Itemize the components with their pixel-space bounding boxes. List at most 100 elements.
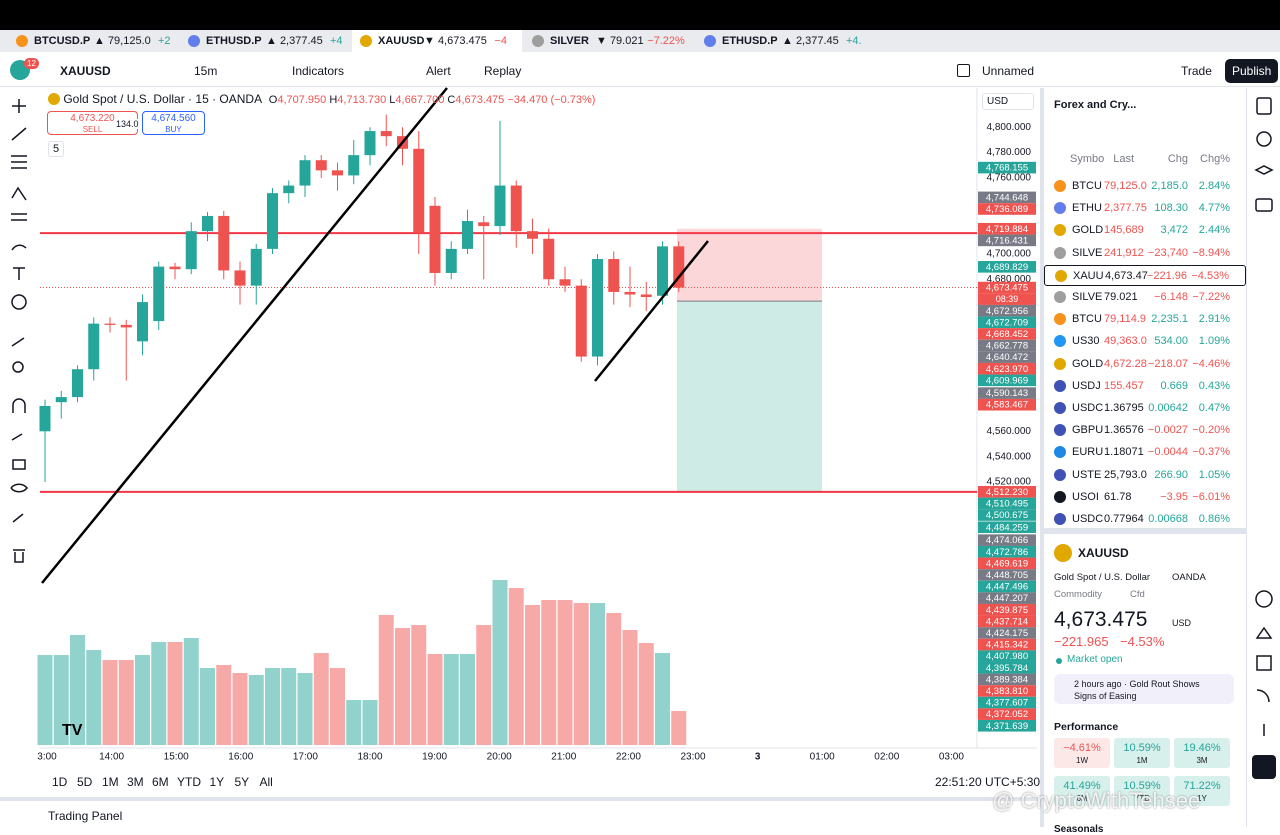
volume-bar	[118, 660, 134, 745]
logo: TV	[62, 722, 83, 739]
range-button[interactable]: 5Y	[234, 775, 250, 789]
volume-bar	[183, 638, 199, 745]
range-button[interactable]: 1D	[52, 775, 68, 789]
watchlist-row[interactable]: GOLD 145,689 3,472 2.44%	[1044, 220, 1246, 241]
layout-name[interactable]: Unnamed	[982, 64, 1035, 78]
detail-currency: USD	[1172, 618, 1192, 628]
candle-body	[218, 215, 230, 271]
price-tag-label: 4,609.969	[986, 375, 1028, 386]
candle-body	[462, 221, 473, 249]
range-button[interactable]: 6M	[152, 775, 169, 789]
tab[interactable]: XAUUSD ▼ 4,673.475 −4	[352, 30, 522, 52]
row-symbol: USDC	[1072, 513, 1104, 525]
row-change-pct: 2.84%	[1198, 180, 1230, 192]
watchlist-row[interactable]: ETHU 2,377.75 108.30 4.77%	[1044, 198, 1246, 219]
indicator-count[interactable]: 5	[48, 141, 65, 157]
volume-bar	[330, 668, 345, 745]
row-change: 0.00642	[1148, 402, 1188, 414]
symbol[interactable]: XAUUSD	[60, 64, 111, 78]
news[interactable]: 2 hours ago · Gold Rout Shows Signs of E…	[1054, 674, 1234, 704]
watchlist-row[interactable]: EURU 1.18071 −0.0044 −0.37%	[1044, 442, 1246, 463]
price-tag-label: 4,510.495	[986, 498, 1028, 509]
detail-change: −221.965	[1054, 634, 1109, 649]
trading-panel[interactable]: Trading Panel	[48, 809, 123, 823]
apps[interactable]	[1252, 755, 1276, 779]
watchlist-row[interactable]: USOI 61.78 −3.95 −6.01%	[1044, 487, 1246, 508]
row-change: −218.07	[1147, 357, 1188, 370]
row-change-pct: 2.91%	[1198, 313, 1230, 326]
performance-value: 10.59%	[1123, 780, 1161, 792]
publish[interactable]: Publish	[1225, 59, 1279, 83]
watchlist-row[interactable]: GBPU 1.36576 −0.0027 −0.20%	[1044, 420, 1246, 441]
watchlist-row[interactable]: BTCU 79,125.0 2,185.0 2.84%	[1044, 176, 1246, 197]
row-change-pct: −4.46%	[1192, 357, 1230, 370]
watchlist-title[interactable]: Forex and Cry...	[1054, 99, 1137, 111]
x-tick-label: 19:00	[422, 752, 447, 763]
performance-value: 71.22%	[1183, 780, 1221, 792]
trend-line[interactable]	[594, 240, 709, 382]
alert[interactable]: Alert	[426, 64, 451, 78]
performance-value: 41.49%	[1063, 780, 1101, 792]
indicators[interactable]: Indicators	[292, 64, 345, 78]
row-symbol: ETHU	[1072, 202, 1102, 215]
row-icon	[1054, 490, 1066, 503]
tab[interactable]: SILVER ▼ 79.021 −7.22%	[524, 30, 694, 52]
price-tag	[978, 696, 1036, 709]
interval[interactable]: 15m	[194, 64, 218, 78]
volume-bar	[70, 635, 85, 745]
x-tick-label: 02:00	[874, 752, 899, 763]
tab[interactable]: ETHUSD.P ▲ 2,377.45 +4	[180, 30, 350, 52]
tab[interactable]: ETHUSD.P ▲ 2,377.45 +4.	[696, 30, 866, 52]
range-button[interactable]: 3M	[127, 775, 144, 789]
tab-change: +4.	[846, 35, 862, 47]
performance-cell: 19.46% 3M	[1174, 738, 1230, 768]
watchlist-row[interactable]: BTCU 79,114.9 2,235.1 2.91%	[1044, 309, 1246, 330]
tool-icons[interactable]	[10, 99, 28, 563]
row-change-pct: −0.37%	[1192, 446, 1230, 459]
price-tag-label: 4,372.052	[986, 709, 1028, 720]
price-tag-label: 4,439.875	[986, 605, 1028, 616]
row-last: 155.457	[1104, 379, 1144, 392]
price-tag	[978, 592, 1036, 604]
currency-select[interactable]: USD	[982, 93, 1034, 110]
checkbox[interactable]	[957, 64, 970, 77]
watchlist-row[interactable]: USTE 25,793.0 266.90 1.05%	[1044, 465, 1246, 486]
watchlist-row[interactable]: GOLD 4,672.28 −218.07 −4.46%	[1044, 354, 1246, 375]
row-change: 3,472	[1160, 224, 1188, 237]
range-button[interactable]: All	[259, 775, 273, 789]
candle-body	[510, 185, 522, 232]
range-button[interactable]: YTD	[177, 775, 201, 789]
detail-exchange: OANDA	[1172, 572, 1206, 583]
buy-label: BUY	[165, 125, 182, 134]
watchlist-row[interactable]: US30 49,363.0 534.00 1.09%	[1044, 331, 1246, 352]
column-header: Chg%	[1200, 153, 1230, 165]
watchlist-row[interactable]: USDC 1.36795 0.00642 0.47%	[1044, 398, 1246, 419]
range-button[interactable]: 1Y	[209, 775, 225, 789]
trade[interactable]: Trade	[1181, 64, 1212, 78]
watchlist-row[interactable]: USDJ 155.457 0.669 0.43%	[1044, 376, 1246, 397]
watchlist-row[interactable]: XAUU 4,673.47 −221.96 −4.53%	[1044, 264, 1246, 286]
price-tag	[978, 509, 1036, 521]
change: −34.470 (−0.73%)	[507, 94, 596, 106]
range-button[interactable]: 1M	[102, 775, 119, 789]
watchlist-row[interactable]: USDC 0.77964 0.00668 0.86%	[1044, 509, 1246, 530]
watchlist-row[interactable]: SILVE 79.021 −6.148 −7.22%	[1044, 287, 1246, 308]
replay[interactable]: Replay	[484, 64, 522, 78]
row-icon	[1054, 402, 1066, 414]
tab-icon	[360, 35, 372, 47]
volume-bar	[135, 655, 150, 745]
price-tag	[978, 534, 1036, 546]
trend-line[interactable]	[41, 87, 448, 584]
price-tag	[978, 486, 1036, 498]
price-tag	[978, 222, 1036, 235]
range-button[interactable]: 5D	[77, 775, 93, 789]
tab[interactable]: BTCUSD.P ▲ 79,125.0 +2	[8, 30, 178, 52]
watchlist-row[interactable]: SILVE 241,912 −23,740 −8.94%	[1044, 243, 1246, 264]
side-icons[interactable]	[1247, 88, 1280, 788]
x-tick-label: 3:00	[37, 752, 57, 763]
volume-bar	[508, 588, 524, 745]
volume-bar	[671, 711, 687, 745]
tab-change: −4	[494, 35, 507, 47]
candle-body	[72, 369, 83, 398]
buy-button[interactable]: 4,674.560 BUY	[142, 111, 205, 135]
